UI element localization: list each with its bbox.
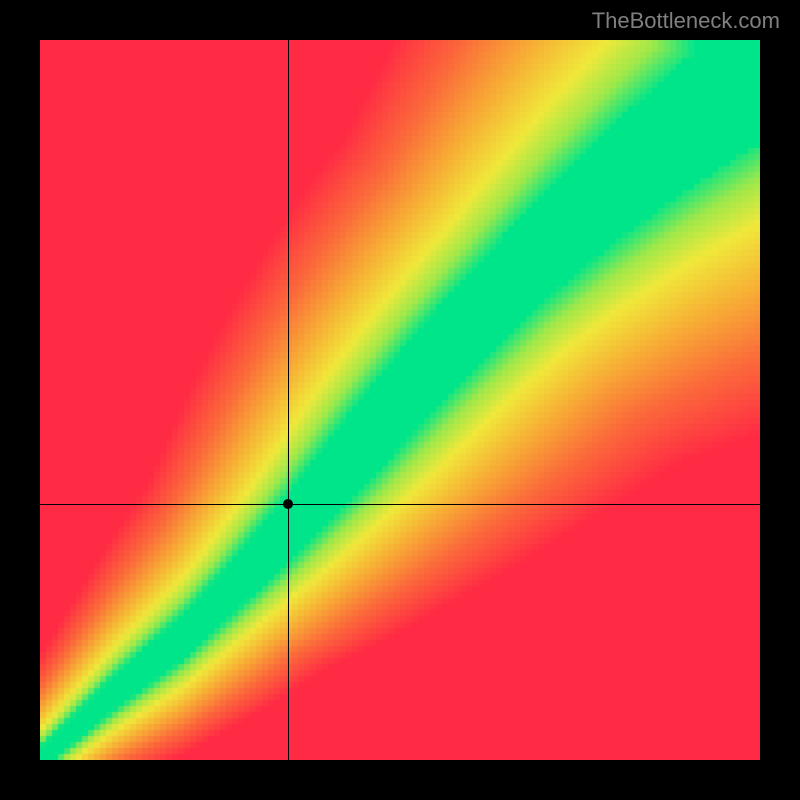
- crosshair-horizontal: [40, 504, 760, 505]
- plot-area: [40, 40, 760, 760]
- crosshair-vertical: [288, 40, 289, 760]
- marker-dot: [283, 499, 293, 509]
- heatmap-canvas: [40, 40, 760, 760]
- attribution-text: TheBottleneck.com: [592, 8, 780, 34]
